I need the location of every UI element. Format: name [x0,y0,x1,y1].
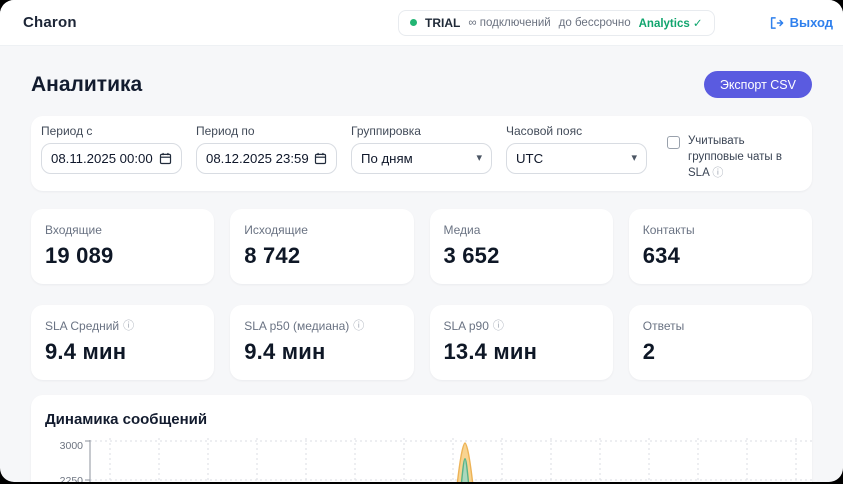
stat-label: Медиа [443,222,481,237]
logout-label: Выход [789,15,833,30]
stat-value: 3 652 [443,242,500,268]
plan-connections: ∞ подключений [468,16,551,29]
field-period-from: Период с 08.11.2025 00:00 [41,124,182,174]
calendar-icon[interactable] [159,152,172,165]
group-chats-sla-label-text: Учитывать групповые чаты в SLA [688,135,782,179]
stat-label: Ответы [642,318,685,333]
stat-value: 19 089 [45,242,114,268]
grouping-select[interactable]: По дням ▾ [351,143,492,174]
stat-value: 2 [642,338,656,364]
grouping-value: По дням [361,151,413,166]
export-csv-button[interactable]: Экспорт CSV [703,71,812,98]
stat-label: SLA Средний ⓘ [45,318,135,333]
timezone-label: Часовой пояс [506,124,583,138]
stat-card-sla-avg: SLA Средний ⓘ 9.4 мин [31,304,215,380]
plan-analytics-flag: Analytics ✓ [638,17,703,30]
plan-name: TRIAL [425,15,461,30]
stat-value: 634 [642,242,681,268]
period-from-value: 08.11.2025 00:00 [51,151,153,166]
field-timezone: Часовой пояс UTC ▾ [506,124,647,174]
group-chats-sla-option: Учитывать групповые чаты в SLA ⓘ [667,124,802,182]
field-period-to: Период по 08.12.2025 23:59 [196,124,337,174]
grouping-label: Группировка [351,124,421,138]
chevron-down-icon: ▾ [476,152,482,164]
brand-logo: Charon [23,14,77,31]
period-from-label: Период с [41,124,93,138]
green-area [461,458,469,482]
plan-badge: TRIAL ∞ подключений до бессрочно Analyti… [398,9,715,36]
messages-chart: 3000 2250 [60,437,812,482]
stat-value: 9.4 мин [45,338,127,364]
group-chats-sla-checkbox[interactable] [667,136,680,149]
stat-label: Входящие [45,222,102,237]
info-icon[interactable]: ⓘ [492,319,504,332]
header-right: TRIAL ∞ подключений до бессрочно Analyti… [398,9,833,36]
chart-title: Динамика сообщений [45,410,208,428]
stat-value: 8 742 [244,242,301,268]
messages-dynamics-card: Динамика сообщений 3000 2250 [31,394,812,482]
filters-card: Период с 08.11.2025 00:00 Период по 08.1… [31,116,812,191]
stat-label: Исходящие [244,222,308,237]
calendar-icon[interactable] [314,152,327,165]
status-dot-icon [410,19,418,26]
stat-card-contacts: Контакты 634 [628,208,812,284]
page-title: Аналитика [31,72,143,96]
logout-icon [769,16,784,30]
stats-row-1: Входящие 19 089 Исходящие 8 742 Медиа 3 … [31,208,812,284]
period-to-value: 08.12.2025 23:59 [206,151,309,166]
svg-text:3000: 3000 [60,440,84,452]
stat-label: SLA p90 ⓘ [443,318,504,333]
field-grouping: Группировка По дням ▾ [351,124,492,174]
period-to-input[interactable]: 08.12.2025 23:59 [196,143,337,174]
stat-card-replies: Ответы 2 [628,304,812,380]
stat-label: Контакты [642,222,695,237]
group-chats-sla-label: Учитывать групповые чаты в SLA ⓘ [688,134,802,182]
plan-until: до бессрочно [558,16,631,29]
stat-card-sla-p90: SLA p90 ⓘ 13.4 мин [429,304,613,380]
stat-value: 13.4 мин [443,338,538,364]
timezone-value: UTC [516,151,544,166]
stat-card-outgoing: Исходящие 8 742 [230,208,414,284]
info-icon[interactable]: ⓘ [353,319,365,332]
title-row: Аналитика Экспорт CSV [31,71,812,98]
chevron-down-icon: ▾ [631,152,637,164]
timezone-select[interactable]: UTC ▾ [506,143,647,174]
stat-value: 9.4 мин [244,338,326,364]
info-icon[interactable]: ⓘ [123,319,135,332]
stat-card-media: Медиа 3 652 [429,208,613,284]
logout-button[interactable]: Выход [769,15,833,30]
stat-label: SLA p50 (медиана) ⓘ [244,318,365,333]
svg-text:2250: 2250 [60,475,84,482]
main-content: Аналитика Экспорт CSV Период с 08.11.202… [0,71,843,482]
stat-card-sla-p50: SLA p50 (медиана) ⓘ 9.4 мин [230,304,414,380]
info-icon[interactable]: ⓘ [712,166,724,179]
top-header: Charon TRIAL ∞ подключений до бессрочно … [0,0,843,46]
period-from-input[interactable]: 08.11.2025 00:00 [41,143,182,174]
stat-card-incoming: Входящие 19 089 [31,208,215,284]
stats-row-2: SLA Средний ⓘ 9.4 мин SLA p50 (медиана) ⓘ … [31,304,812,380]
period-to-label: Период по [196,124,255,138]
